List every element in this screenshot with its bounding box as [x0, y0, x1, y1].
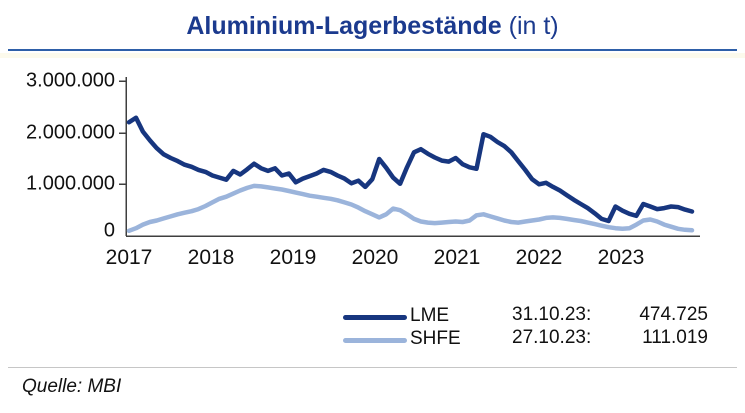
y-tick-label: 0 — [103, 219, 115, 242]
legend-line-shfe — [343, 338, 407, 343]
series-line-shfe — [126, 183, 695, 234]
y-tick-label: 1.000.000 — [26, 172, 115, 195]
annotation-value-shfe: 111.019 — [642, 327, 708, 348]
x-tick-label: 2019 — [269, 246, 317, 269]
x-tick-label: 2020 — [351, 246, 399, 269]
y-tick-label: 3.000.000 — [26, 69, 115, 92]
annotation-date-shfe: 27.10.23: — [512, 327, 592, 348]
page-title: Aluminium-Lagerbestände (in t) — [0, 8, 745, 44]
decorative-stripe — [0, 53, 745, 58]
series-line-lme — [126, 115, 695, 224]
x-tick-label: 2023 — [597, 246, 645, 269]
annotation-value-lme: 474.725 — [639, 304, 708, 325]
legend-label-lme: LME — [410, 305, 450, 326]
line-chart-plot — [119, 77, 700, 237]
legend-line-lme — [343, 315, 407, 320]
legend-label-shfe: SHFE — [410, 328, 461, 349]
x-tick-label: 2022 — [515, 246, 563, 269]
source-note: Quelle: MBI — [22, 376, 122, 397]
annotation-date-lme: 31.10.23: — [512, 304, 592, 325]
title-underline — [8, 49, 737, 51]
y-tick-label: 2.000.000 — [26, 121, 115, 144]
page-title-main: Aluminium-Lagerbestände — [186, 12, 502, 40]
x-tick-label: 2021 — [433, 246, 481, 269]
page-title-unit: (in t) — [501, 12, 559, 40]
footer-divider — [8, 367, 737, 368]
x-tick-label: 2017 — [105, 246, 153, 269]
x-tick-label: 2018 — [187, 246, 235, 269]
